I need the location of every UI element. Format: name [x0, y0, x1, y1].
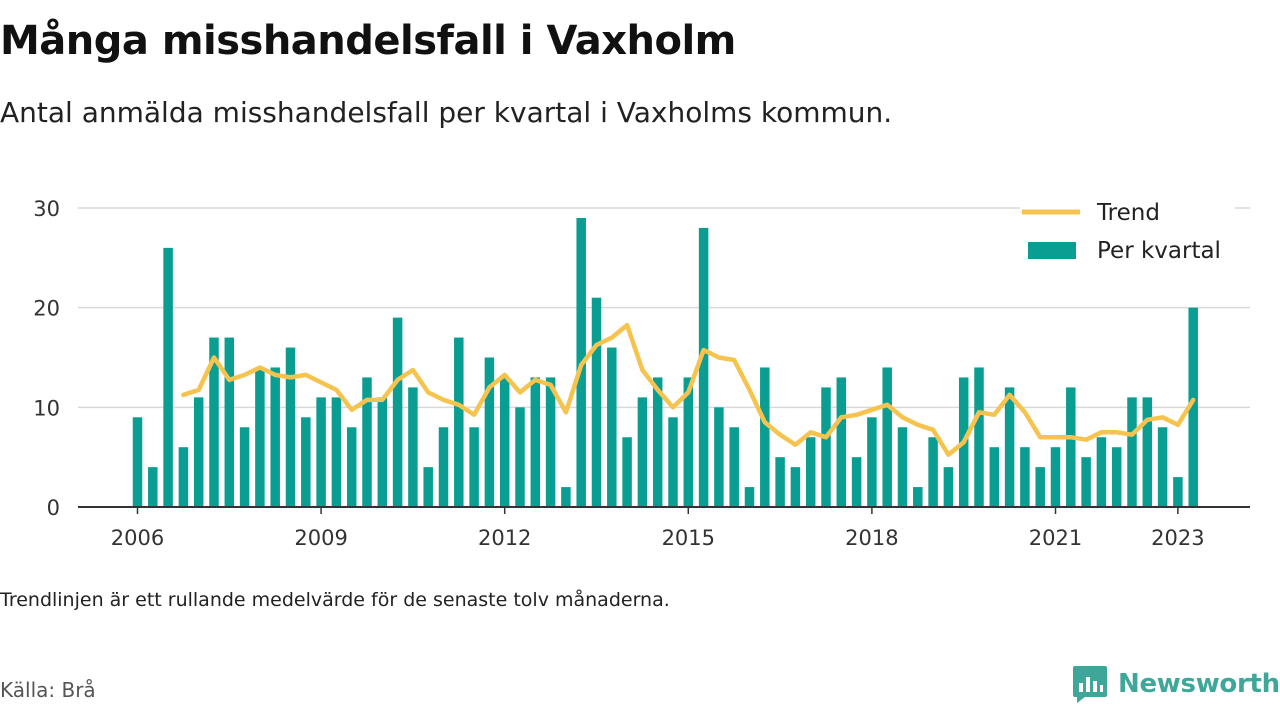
legend-bars-label: Per kvartal	[1097, 238, 1221, 264]
bar	[316, 397, 326, 507]
bar	[1157, 427, 1168, 507]
chart-title: Många misshandelsfall i Vaxholm	[0, 18, 736, 64]
bar	[913, 487, 923, 507]
bar	[270, 367, 280, 507]
bar	[591, 297, 602, 507]
bar	[1096, 437, 1107, 507]
x-tick-label: 2006	[111, 526, 164, 550]
bar	[851, 457, 862, 507]
bar	[836, 377, 847, 507]
bar	[561, 487, 571, 507]
bar	[637, 397, 648, 507]
bar	[499, 377, 510, 507]
legend-trend-label: Trend	[1096, 200, 1160, 226]
bar	[362, 377, 372, 507]
bar	[1081, 457, 1091, 507]
bar	[392, 317, 403, 507]
bar	[484, 357, 495, 507]
bar	[729, 427, 739, 507]
bar	[1188, 307, 1198, 507]
bar	[974, 367, 984, 507]
x-tick-label: 2015	[662, 526, 715, 550]
brand-name: Newsworthy	[1118, 669, 1280, 699]
y-tick-label: 20	[33, 297, 60, 321]
bar	[790, 467, 801, 507]
bar	[760, 367, 770, 507]
bar	[943, 467, 954, 507]
bar	[346, 427, 357, 507]
bar	[668, 417, 678, 507]
x-tick-label: 2018	[845, 526, 898, 550]
bar	[683, 377, 694, 507]
bar	[515, 407, 525, 507]
bar	[1111, 447, 1122, 507]
legend: Trend Per kvartal	[1020, 196, 1235, 272]
bar	[652, 377, 663, 507]
bar	[148, 467, 158, 507]
y-tick-label: 0	[47, 496, 60, 520]
bar	[622, 437, 632, 507]
bar	[377, 397, 388, 507]
bar	[882, 367, 892, 507]
bar	[1142, 397, 1153, 507]
bar	[775, 457, 785, 507]
bar	[1035, 467, 1045, 507]
bar	[744, 487, 755, 507]
newsworthy-icon	[1073, 666, 1107, 703]
x-tick-label: 2009	[294, 526, 347, 550]
bar	[867, 417, 877, 507]
bar	[530, 377, 541, 507]
bar	[607, 347, 617, 507]
bar	[255, 367, 265, 507]
bar	[438, 427, 449, 507]
source-label: Källa: Brå	[0, 678, 96, 702]
bar	[714, 407, 724, 507]
bar	[193, 397, 204, 507]
bar-chart: 0 10 20 30 2006 2009 2012 2015 2018 2021 2023 Tre…	[33, 196, 1250, 550]
bar	[989, 447, 1000, 507]
y-tick-label: 30	[33, 197, 60, 221]
bar	[805, 437, 816, 507]
bar	[1050, 447, 1061, 507]
bar	[821, 387, 831, 507]
bar	[1066, 387, 1076, 507]
legend-bar-swatch	[1028, 242, 1076, 259]
trend-line	[181, 322, 1196, 457]
bar	[1173, 477, 1183, 507]
bar	[331, 397, 342, 507]
footnote: Trendlinjen är ett rullande medelvärde f…	[0, 589, 670, 611]
bar	[163, 247, 173, 507]
bar	[545, 377, 556, 507]
bar	[897, 427, 908, 507]
x-tick-label: 2021	[1029, 526, 1082, 550]
chart-subtitle: Antal anmälda misshandelsfall per kvarta…	[0, 96, 893, 129]
bar	[239, 427, 250, 507]
bar	[698, 227, 709, 507]
x-axis: 2006 2009 2012 2015 2018 2021 2023	[111, 507, 1205, 550]
bar	[1127, 397, 1137, 507]
legend-background	[1020, 196, 1235, 272]
bar	[928, 437, 938, 507]
y-axis: 0 10 20 30	[33, 197, 60, 520]
bar	[301, 417, 311, 507]
bars	[132, 217, 1198, 507]
bar	[285, 347, 296, 507]
bar	[408, 387, 418, 507]
bar	[178, 447, 189, 507]
bar	[132, 417, 143, 507]
x-tick-label: 2012	[478, 526, 531, 550]
bar	[1020, 447, 1030, 507]
bar	[1004, 387, 1015, 507]
bar	[224, 337, 235, 507]
bar	[209, 337, 219, 507]
x-tick-label: 2023	[1151, 526, 1204, 550]
y-tick-label: 10	[33, 396, 60, 420]
bar	[423, 467, 433, 507]
brand-logo: Newsworthy	[1072, 664, 1280, 704]
bar	[469, 427, 479, 507]
bar	[454, 337, 464, 507]
